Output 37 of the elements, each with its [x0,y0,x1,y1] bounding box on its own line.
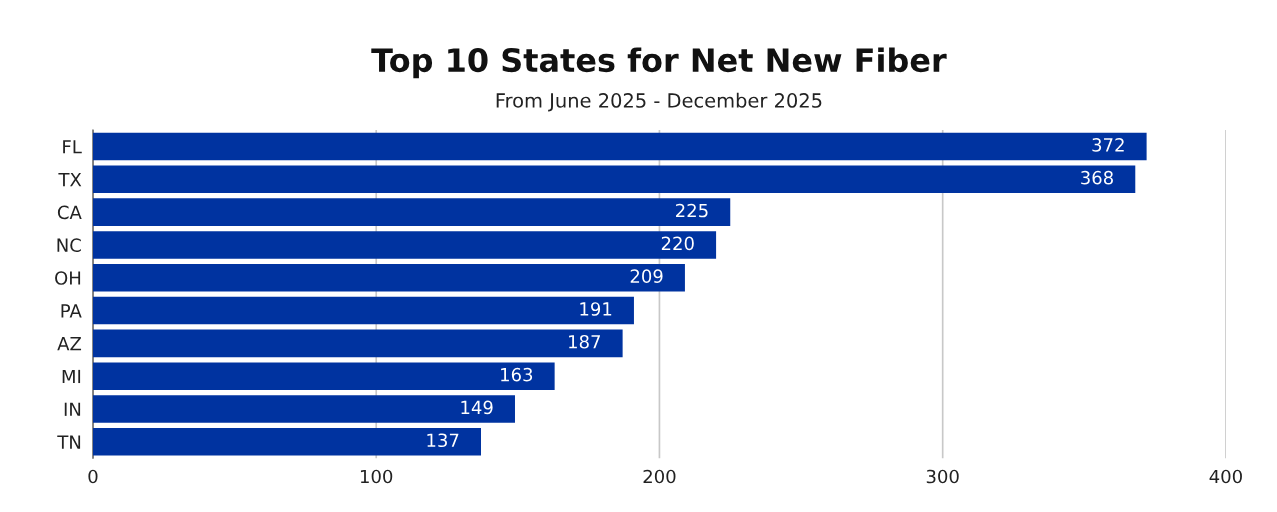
data-label: 372 [1092,138,1124,152]
bar [92,296,634,325]
y-tick-label: AZ [57,337,82,351]
y-tick-label: TX [58,172,82,187]
bar [92,165,1136,194]
data-label: 225 [676,203,708,218]
data-label: 191 [580,302,612,316]
bar [92,263,685,292]
bar [92,329,623,358]
data-label: 209 [630,269,663,283]
data-label: 163 [501,367,533,382]
bar [92,132,1147,161]
data-label: 187 [569,334,600,349]
bar [92,231,717,259]
x-tick-label: 300 [926,469,959,484]
bar [92,395,515,423]
data-label: 220 [661,236,694,251]
data-label: 149 [461,400,493,415]
y-tick-label: PA [61,304,82,318]
y-tick-label: FL [63,140,82,154]
x-tick-label: 200 [643,469,676,484]
bar [92,198,731,226]
y-tick-label: MI [62,369,81,384]
x-tick-label: 400 [1209,469,1242,484]
chart-title: Top 10 States for Net New Fiber [371,47,947,79]
bar [92,362,555,390]
y-tick-label: NC [57,238,81,253]
bar [92,428,481,456]
x-tick-label: 100 [360,469,393,484]
data-label: 137 [427,433,459,448]
data-label: 368 [1081,170,1113,185]
y-tick-label: IN [64,402,81,416]
x-tick-label: 0 [88,469,98,484]
chart-subtitle: From June 2025 - December 2025 [496,92,822,112]
y-tick-label: CA [57,205,82,220]
y-tick-label: OH [55,271,81,285]
y-tick-label: TN [57,435,81,449]
